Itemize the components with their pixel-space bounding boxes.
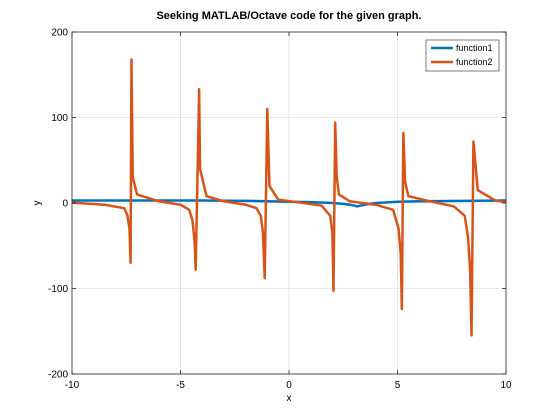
x-tick-label: -10 [65,380,80,391]
x-tick-label: 0 [286,380,292,391]
x-tick-label: 10 [500,380,512,391]
y-tick-label: 0 [62,199,68,210]
ticks: -10 -5 0 5 10 -200 -100 0 100 200 [48,28,512,392]
y-tick-label: -200 [48,370,68,381]
legend-entry-function2: function2 [456,57,493,67]
chart-title: Seeking MATLAB/Octave code for the given… [156,10,421,22]
series-line-function1 [72,199,506,208]
x-tick-label: -5 [176,380,185,391]
y-tick-label: 200 [51,28,68,39]
y-tick-label: -100 [48,284,68,295]
y-tick-label: 100 [51,113,68,124]
legend-box [425,39,500,72]
y-axis-label: y [32,201,43,206]
series-line-function2 [72,58,506,337]
legend: function1 function2 [425,39,500,72]
x-axis-label: x [287,393,292,404]
x-tick-label: 5 [395,380,401,391]
legend-entry-function1: function1 [456,43,493,53]
series-layer [72,58,506,337]
